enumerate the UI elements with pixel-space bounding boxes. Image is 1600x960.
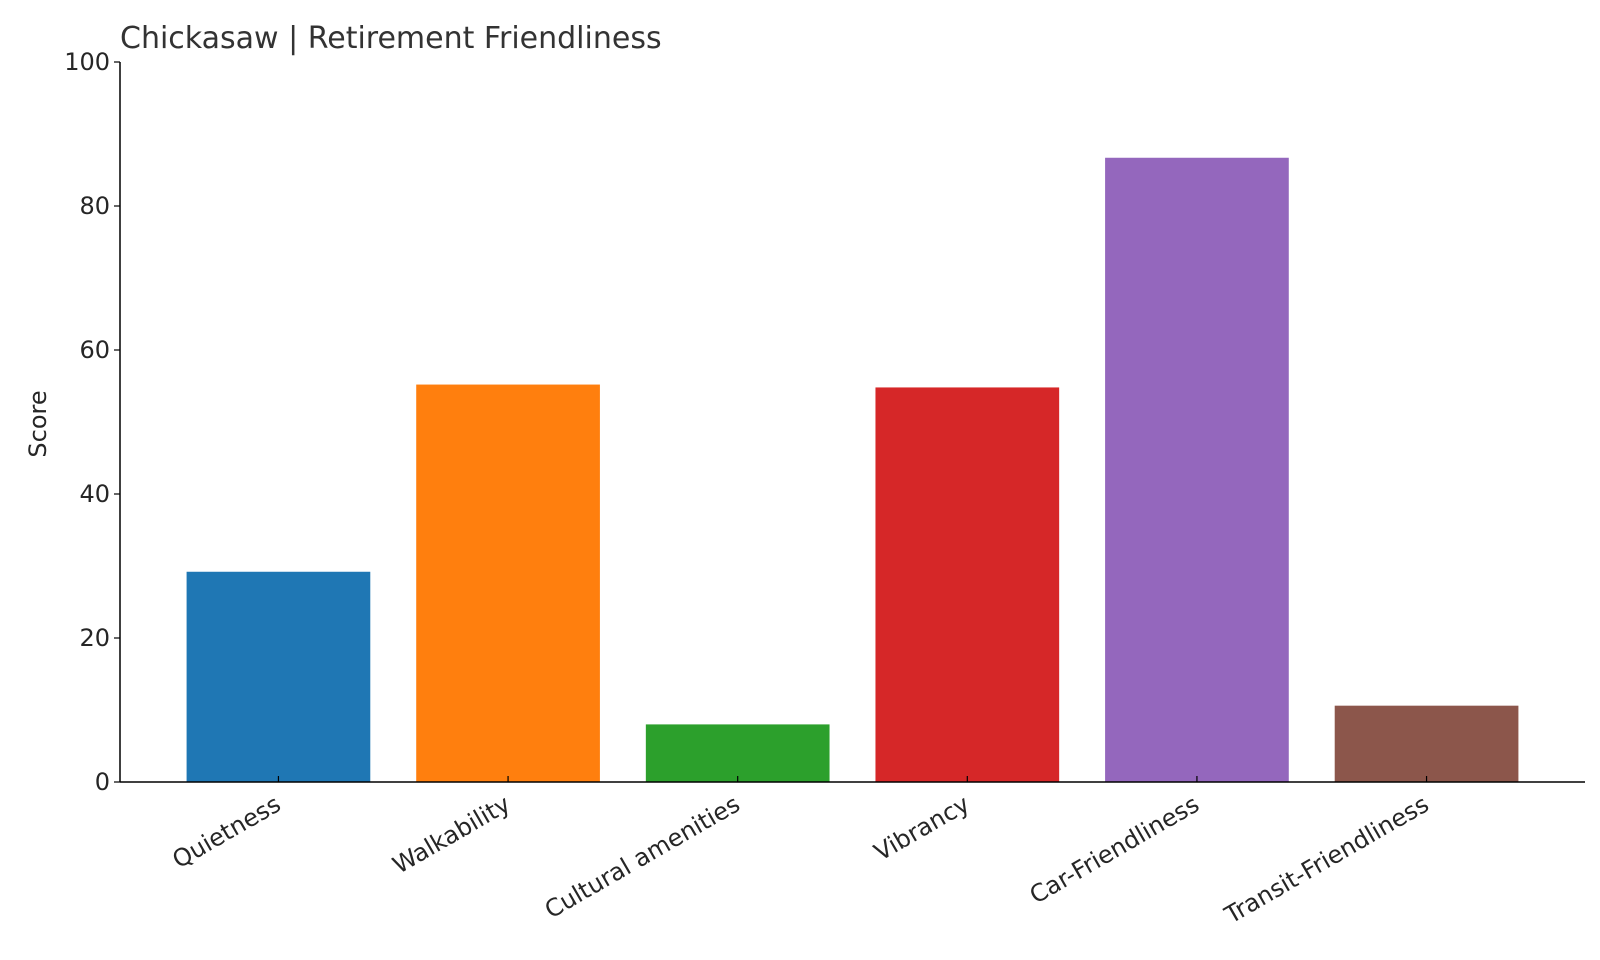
x-tick-label: Transit-Friendliness	[1219, 790, 1433, 930]
chart-title: Chickasaw | Retirement Friendliness	[120, 21, 662, 56]
bar	[875, 387, 1060, 782]
y-axis-label: Score	[24, 390, 52, 457]
y-tick-label: 0	[95, 768, 110, 796]
y-tick-label: 60	[79, 336, 110, 364]
x-tick-label: Car-Friendliness	[1025, 790, 1204, 910]
bar	[1105, 157, 1289, 782]
bar	[645, 724, 830, 782]
y-tick-label: 40	[79, 480, 110, 508]
y-tick-label: 20	[79, 624, 110, 652]
y-tick-label: 80	[79, 192, 110, 220]
bar	[1334, 705, 1519, 782]
bar	[186, 571, 371, 782]
x-tick-label: Walkability	[388, 790, 515, 880]
bar	[416, 384, 600, 782]
x-tick-label: Cultural amenities	[540, 790, 745, 924]
x-tick-label: Quietness	[168, 790, 286, 874]
y-tick-label: 100	[64, 48, 110, 76]
x-tick-label: Vibrancy	[869, 790, 974, 867]
